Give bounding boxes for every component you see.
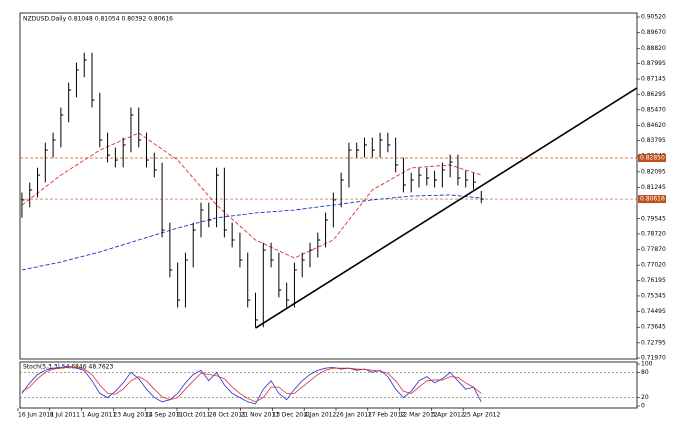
indicator-tick-label: 0 (641, 403, 645, 410)
moving-average (21, 132, 482, 259)
x-tick-label: 12 Mar 2012 (400, 412, 438, 419)
y-tick-label: 0.78720 (641, 230, 666, 237)
main-frame (19, 12, 638, 360)
indicator-tick-label: 80 (641, 369, 649, 376)
y-tick-label: 0.72795 (641, 339, 666, 346)
x-tick-label: 26 Jan 2012 (336, 412, 372, 419)
x-tick-label: 14 Sep 2011 (145, 412, 183, 419)
x-tick-label: 8 Jul 2011 (50, 412, 80, 419)
y-tick-label: 0.83795 (641, 137, 666, 144)
x-tick-label: 1 Aug 2011 (82, 412, 117, 419)
chart-title: NZDUSD,Daily 0.81048 0.81054 0.80392 0.8… (23, 16, 173, 23)
x-tick-label: 17 Feb 2012 (368, 412, 406, 419)
indicator-tick-label: 100 (641, 361, 653, 368)
x-tick-label: 13 Dec 2011 (272, 412, 311, 419)
y-tick-label: 0.76195 (641, 277, 666, 284)
y-tick-label: 0.77020 (641, 262, 666, 269)
indicator-tick-label: 20 (641, 394, 649, 401)
x-tick-label: 4 Jan 2012 (304, 412, 336, 419)
moving-average (21, 194, 482, 271)
y-tick-label: 0.84620 (641, 122, 666, 129)
x-tick-label: 6 Oct 2011 (177, 412, 210, 419)
y-tick-label: 0.87145 (641, 76, 666, 83)
x-tick-label: 16 Jun 2011 (18, 412, 54, 419)
y-tick-label: 0.79545 (641, 215, 666, 222)
indicator-label: Stoch(5,3,3) 54.6846 48.7623 (23, 364, 114, 371)
x-tick-label: 25 Apr 2012 (463, 412, 500, 419)
y-tick-label: 0.90520 (641, 14, 666, 21)
y-tick-label: 0.74495 (641, 308, 666, 315)
y-tick-label: 0.77870 (641, 246, 666, 253)
y-tick-label: 0.82095 (641, 168, 666, 175)
x-tick-label: 3 Apr 2012 (431, 412, 464, 419)
y-tick-label: 0.71970 (641, 355, 666, 362)
level-box (638, 153, 666, 162)
y-tick-label: 0.81245 (641, 184, 666, 191)
y-tick-label: 0.73645 (641, 324, 666, 331)
trendline (255, 87, 638, 329)
x-tick-label: 23 Aug 2011 (113, 412, 152, 419)
y-tick-label: 0.87995 (641, 60, 666, 67)
y-tick-label: 0.86295 (641, 91, 666, 98)
x-tick-label: 28 Oct 2011 (209, 412, 246, 419)
y-tick-label: 0.89670 (641, 29, 666, 36)
y-tick-label: 0.88820 (641, 45, 666, 52)
level-label: 0.80616 (640, 196, 665, 203)
indicator-frame (19, 361, 638, 409)
stochastic-line (21, 366, 482, 403)
y-tick-label: 0.85470 (641, 106, 666, 113)
level-box (638, 195, 666, 204)
stochastic-line (21, 365, 482, 405)
y-tick-label: 0.75345 (641, 292, 666, 299)
level-label: 0.82850 (640, 154, 665, 161)
x-tick-label: 21 Nov 2011 (241, 412, 280, 419)
